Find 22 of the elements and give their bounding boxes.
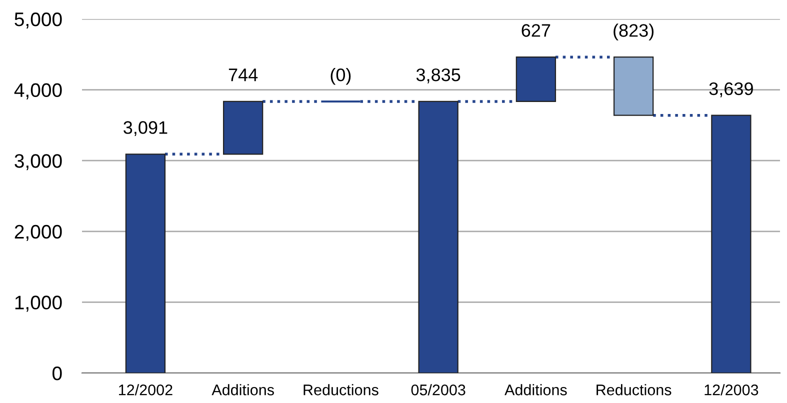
x-tick-label: 05/2003 — [411, 384, 466, 396]
x-tick-label: Additions — [212, 384, 274, 396]
data-label: 627 — [522, 24, 550, 37]
x-tick-label: Additions — [504, 384, 567, 396]
x-tick-label: Reductions — [596, 384, 672, 396]
data-label: 744 — [228, 68, 258, 82]
y-tick-label: 3,000 — [14, 154, 62, 170]
y-tick-label: 2,000 — [14, 224, 62, 241]
data-label: (0) — [330, 68, 351, 85]
bar — [613, 56, 654, 116]
data-label: 3,091 — [124, 121, 168, 136]
y-tick-label: 4,000 — [14, 83, 62, 100]
x-tick-label: Reductions — [304, 384, 378, 396]
bar — [711, 114, 752, 373]
x-tick-label: 12/2003 — [704, 384, 758, 396]
y-tick-label: 0 — [52, 366, 62, 380]
data-label: 3,639 — [709, 82, 753, 98]
data-label: (823) — [614, 24, 654, 40]
y-tick-label: 5,000 — [14, 12, 62, 29]
x-tick-label: 12/2002 — [119, 384, 172, 396]
y-tick-label: 1,000 — [15, 296, 62, 312]
data-label: 3,835 — [416, 68, 460, 84]
